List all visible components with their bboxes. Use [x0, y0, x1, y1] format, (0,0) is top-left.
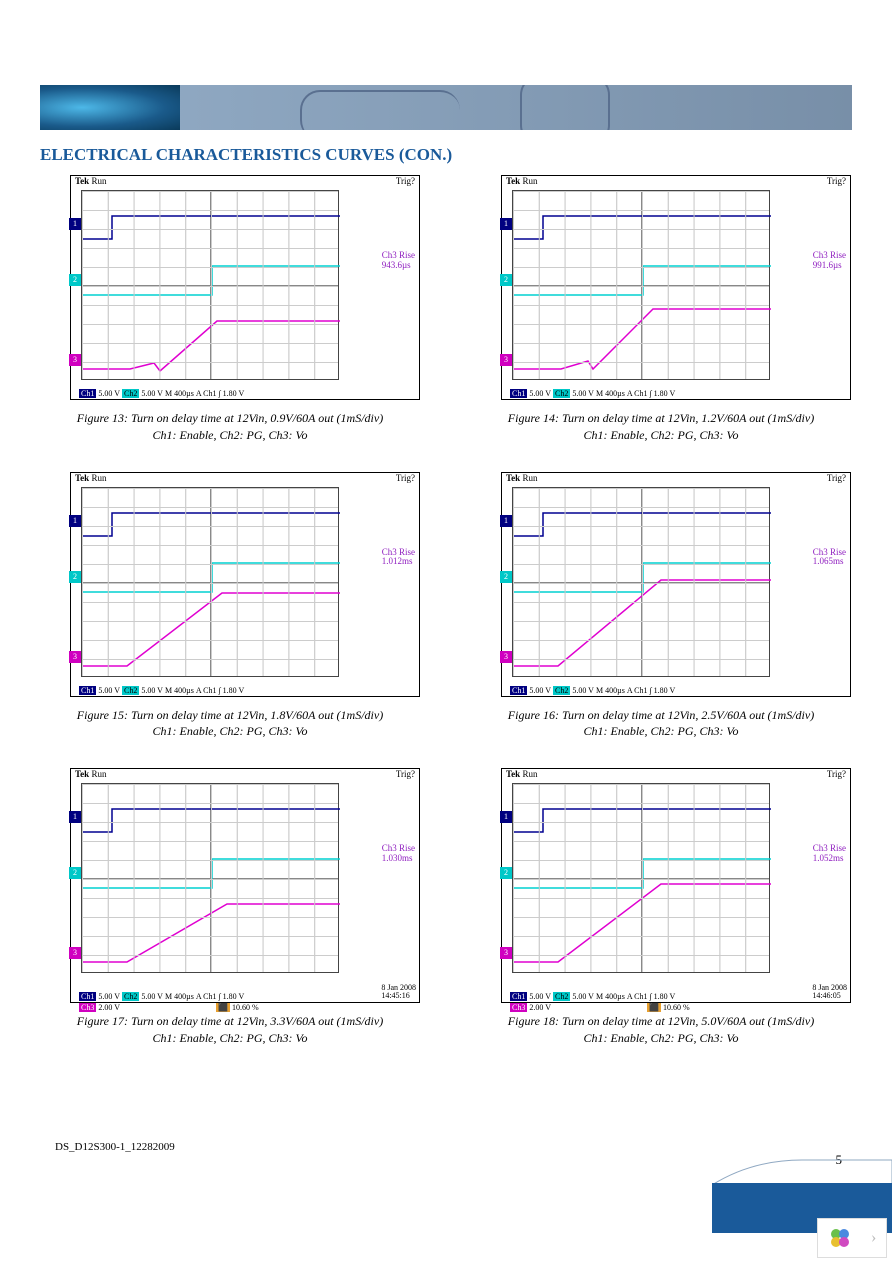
ch2-trace [82, 266, 340, 295]
scope-grid [512, 190, 770, 380]
oscilloscope-screenshot: Tek Run Trig? 1 2 3 Ch3 Rise943.6µs Ch15… [70, 175, 420, 400]
ch3-trace [513, 309, 771, 369]
ch1-trace [82, 216, 340, 239]
ch2-marker: 2 [69, 867, 81, 879]
ch1-marker: 1 [69, 515, 81, 527]
footer-curve-decoration [712, 1155, 892, 1185]
figure-block: Tek Run Trig? 1 2 3 Ch3 Rise943.6µs Ch15… [40, 175, 420, 444]
ch2-marker: 2 [69, 571, 81, 583]
ch3-marker: 3 [69, 947, 81, 959]
ch2-trace [82, 563, 340, 592]
ch3-trace [82, 593, 340, 666]
figure-block: Tek Run Trig? 1 2 3 Ch3 Rise1.052ms Ch15… [471, 768, 851, 1047]
figure-caption: Figure 17: Turn on delay time at 12Vin, … [40, 1013, 420, 1047]
ch2-marker: 2 [500, 571, 512, 583]
figure-block: Tek Run Trig? 1 2 3 Ch3 Rise1.065ms Ch15… [471, 472, 851, 741]
figure-block: Tek Run Trig? 1 2 3 Ch3 Rise1.030ms Ch15… [40, 768, 420, 1047]
header-banner [40, 85, 852, 130]
ch2-marker: 2 [69, 274, 81, 286]
figure-block: Tek Run Trig? 1 2 3 Ch3 Rise1.012ms Ch15… [40, 472, 420, 741]
section-title: ELECTRICAL CHARACTERISTICS CURVES (CON.) [40, 145, 452, 165]
waveform-svg [513, 191, 771, 381]
rise-time-readout: Ch3 Rise1.065ms [813, 548, 846, 568]
scope-timestamp: 8 Jan 200814:46:05 [812, 984, 847, 1000]
ch3-trace [82, 321, 340, 371]
figure-block: Tek Run Trig? 1 2 3 Ch3 Rise991.6µs Ch15… [471, 175, 851, 444]
scope-bottombar: Ch15.00 V Ch25.00 V M 400µs A Ch1 ∫ 1.80… [79, 992, 417, 1001]
ch3-marker: 3 [500, 947, 512, 959]
ch2-trace [513, 266, 771, 295]
figures-grid: Tek Run Trig? 1 2 3 Ch3 Rise943.6µs Ch15… [40, 175, 852, 1047]
ch3-marker: 3 [500, 651, 512, 663]
ch3-trace [513, 884, 771, 962]
scope-grid [81, 487, 339, 677]
waveform-svg [513, 488, 771, 678]
oscilloscope-screenshot: Tek Run Trig? 1 2 3 Ch3 Rise991.6µs Ch15… [501, 175, 851, 400]
scope-bottombar: Ch15.00 V Ch25.00 V M 400µs A Ch1 ∫ 1.80… [510, 389, 848, 398]
header-decoration [300, 90, 460, 130]
waveform-svg [82, 488, 340, 678]
ch1-marker: 1 [69, 218, 81, 230]
scope-topbar: Tek Run Trig? [71, 769, 419, 781]
scope-topbar: Tek Run Trig? [502, 176, 850, 188]
ch1-trace [513, 809, 771, 832]
ch3-marker: 3 [69, 651, 81, 663]
ch1-trace [513, 513, 771, 536]
ch1-marker: 1 [500, 218, 512, 230]
waveform-svg [82, 191, 340, 381]
scope-grid [512, 487, 770, 677]
ch1-marker: 1 [69, 811, 81, 823]
ch2-marker: 2 [500, 274, 512, 286]
rise-time-readout: Ch3 Rise1.030ms [382, 844, 415, 864]
figure-caption: Figure 14: Turn on delay time at 12Vin, … [471, 410, 851, 444]
ch1-marker: 1 [500, 811, 512, 823]
ch1-trace [82, 513, 340, 536]
scope-bottombar: Ch15.00 V Ch25.00 V M 400µs A Ch1 ∫ 1.80… [79, 686, 417, 695]
ch1-trace [82, 809, 340, 832]
rise-time-readout: Ch3 Rise991.6µs [813, 251, 846, 271]
header-swoosh-graphic [40, 85, 180, 130]
scope-bottombar: Ch15.00 V Ch25.00 V M 400µs A Ch1 ∫ 1.80… [510, 992, 848, 1001]
scope-topbar: Tek Run Trig? [502, 473, 850, 485]
oscilloscope-screenshot: Tek Run Trig? 1 2 3 Ch3 Rise1.052ms Ch15… [501, 768, 851, 1003]
rise-time-readout: Ch3 Rise1.012ms [382, 548, 415, 568]
ch3-trace [82, 904, 340, 962]
ch3-trace [513, 580, 771, 666]
ch1-marker: 1 [500, 515, 512, 527]
oscilloscope-screenshot: Tek Run Trig? 1 2 3 Ch3 Rise1.030ms Ch15… [70, 768, 420, 1003]
waveform-svg [513, 784, 771, 974]
scope-topbar: Tek Run Trig? [71, 473, 419, 485]
ch2-trace [513, 563, 771, 592]
ch1-trace [513, 216, 771, 239]
chevron-right-icon: › [871, 1229, 876, 1247]
widget-corner[interactable]: › [817, 1218, 887, 1258]
scope-grid [81, 190, 339, 380]
scope-grid [512, 783, 770, 973]
scope-grid [81, 783, 339, 973]
figure-caption: Figure 16: Turn on delay time at 12Vin, … [471, 707, 851, 741]
figure-caption: Figure 18: Turn on delay time at 12Vin, … [471, 1013, 851, 1047]
ch3-marker: 3 [500, 354, 512, 366]
header-decoration [520, 85, 610, 130]
rise-time-readout: Ch3 Rise943.6µs [382, 251, 415, 271]
waveform-svg [82, 784, 340, 974]
figure-caption: Figure 15: Turn on delay time at 12Vin, … [40, 707, 420, 741]
scope-topbar: Tek Run Trig? [502, 769, 850, 781]
scope-bottombar: Ch15.00 V Ch25.00 V M 400µs A Ch1 ∫ 1.80… [79, 389, 417, 398]
figure-caption: Figure 13: Turn on delay time at 12Vin, … [40, 410, 420, 444]
oscilloscope-screenshot: Tek Run Trig? 1 2 3 Ch3 Rise1.012ms Ch15… [70, 472, 420, 697]
ch3-marker: 3 [69, 354, 81, 366]
footer-document-id: DS_D12S300-1_12282009 [55, 1141, 175, 1153]
ch2-marker: 2 [500, 867, 512, 879]
scope-topbar: Tek Run Trig? [71, 176, 419, 188]
ch2-trace [82, 859, 340, 888]
flower-icon [828, 1226, 852, 1250]
oscilloscope-screenshot: Tek Run Trig? 1 2 3 Ch3 Rise1.065ms Ch15… [501, 472, 851, 697]
rise-time-readout: Ch3 Rise1.052ms [813, 844, 846, 864]
scope-timestamp: 8 Jan 200814:45:16 [381, 984, 416, 1000]
scope-bottombar: Ch15.00 V Ch25.00 V M 400µs A Ch1 ∫ 1.80… [510, 686, 848, 695]
